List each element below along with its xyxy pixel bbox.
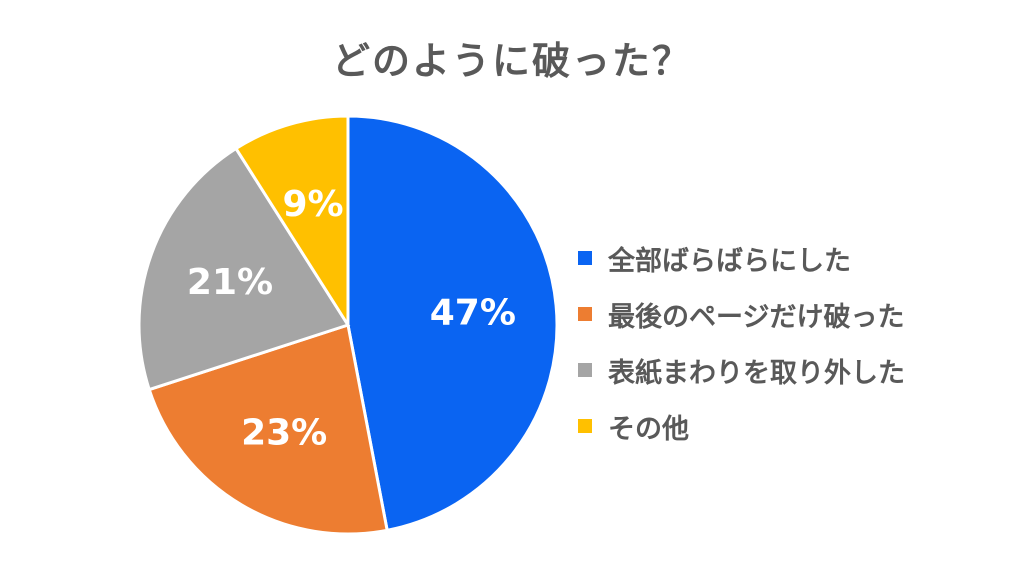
pie-slice — [233, 114, 350, 331]
pie-slice — [147, 323, 389, 536]
legend-swatch — [578, 251, 592, 265]
legend-item: 最後のページだけ破った — [578, 286, 905, 342]
legend-item: その他 — [578, 398, 905, 454]
pie-slice — [137, 146, 351, 392]
legend-swatch — [578, 307, 592, 321]
slice-data-label: 23% — [241, 412, 327, 453]
pie-slice — [346, 114, 559, 533]
legend-label: 全部ばらばらにした — [608, 245, 851, 277]
slice-data-label: 47% — [430, 293, 516, 334]
legend-label: その他 — [608, 413, 689, 445]
legend-label: 表紙まわりを取り外した — [608, 357, 905, 389]
slice-data-label: 9% — [282, 184, 343, 225]
legend-swatch — [578, 363, 592, 377]
slice-data-label: 21% — [187, 262, 273, 303]
legend-item: 全部ばらばらにした — [578, 230, 905, 286]
legend: 全部ばらばらにした 最後のページだけ破った 表紙まわりを取り外した その他 — [578, 230, 905, 454]
legend-label: 最後のページだけ破った — [608, 301, 905, 333]
chart-title: どのように破った？ — [331, 39, 692, 83]
legend-item: 表紙まわりを取り外した — [578, 342, 905, 398]
legend-swatch — [578, 419, 592, 433]
